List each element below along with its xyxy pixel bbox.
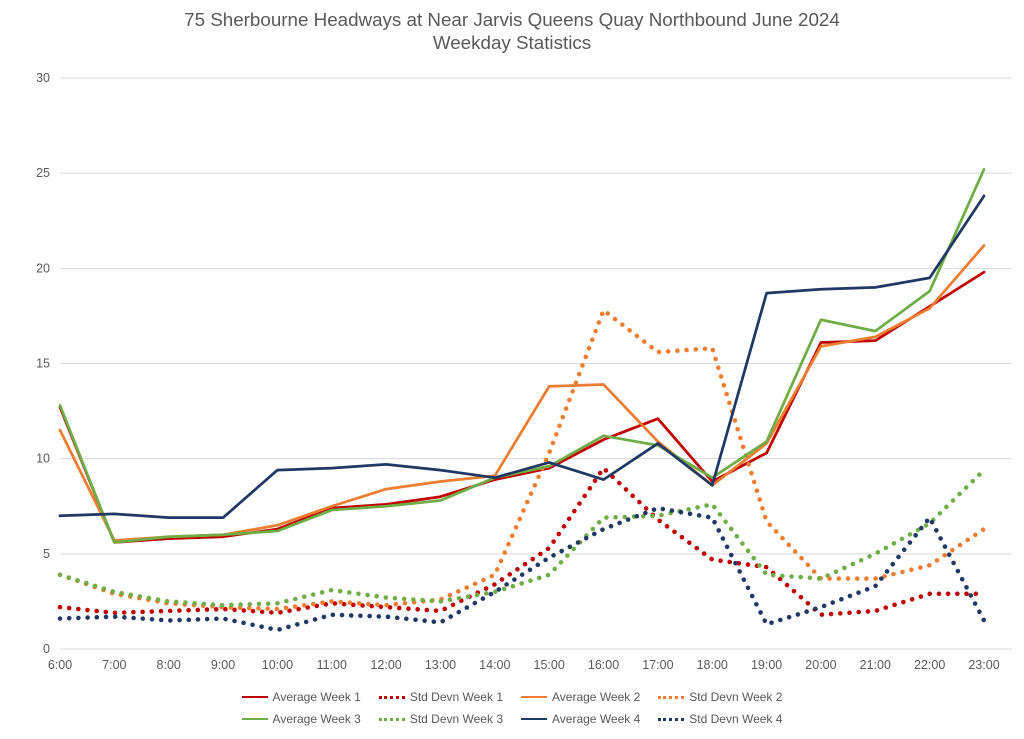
svg-text:30: 30 [36,71,50,85]
svg-text:20: 20 [36,261,50,275]
svg-text:21:00: 21:00 [860,658,891,672]
svg-text:10: 10 [36,452,50,466]
svg-text:23:00: 23:00 [968,658,999,672]
svg-text:11:00: 11:00 [317,658,347,672]
svg-text:16:00: 16:00 [588,658,619,672]
svg-text:22:00: 22:00 [914,658,945,672]
svg-text:25: 25 [36,166,50,180]
svg-text:7:00: 7:00 [102,658,126,672]
svg-text:13:00: 13:00 [425,658,456,672]
svg-text:19:00: 19:00 [751,658,782,672]
svg-text:15:00: 15:00 [534,658,565,672]
svg-text:20:00: 20:00 [805,658,836,672]
svg-text:9:00: 9:00 [211,658,235,672]
svg-text:5: 5 [43,547,50,561]
svg-text:8:00: 8:00 [157,658,181,672]
svg-text:15: 15 [36,357,50,371]
svg-text:10:00: 10:00 [262,658,293,672]
svg-text:14:00: 14:00 [479,658,510,672]
svg-text:17:00: 17:00 [642,658,673,672]
svg-text:0: 0 [43,642,50,656]
svg-text:6:00: 6:00 [48,658,72,672]
svg-text:12:00: 12:00 [370,658,401,672]
svg-text:18:00: 18:00 [697,658,728,672]
